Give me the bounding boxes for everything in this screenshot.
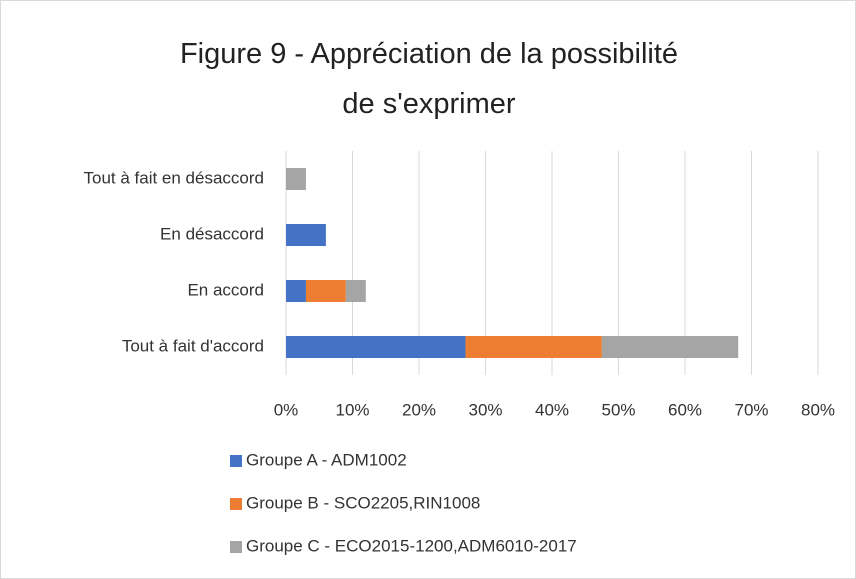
x-tick-label: 30% xyxy=(468,400,502,419)
bar xyxy=(286,336,466,358)
legend-label: Groupe A - ADM1002 xyxy=(246,450,407,469)
bar xyxy=(305,280,346,302)
x-tick-label: 60% xyxy=(668,400,702,419)
bar xyxy=(345,280,366,302)
x-tick-label: 40% xyxy=(535,400,569,419)
y-tick-label: Tout à fait en désaccord xyxy=(83,168,264,187)
y-tick-label: Tout à fait d'accord xyxy=(122,336,264,355)
bar xyxy=(601,336,739,358)
x-tick-label: 70% xyxy=(734,400,768,419)
x-tick-label: 80% xyxy=(801,400,835,419)
bar xyxy=(465,336,602,358)
bar xyxy=(286,168,306,190)
bar xyxy=(286,280,306,302)
legend-swatch xyxy=(230,498,242,510)
x-tick-label: 0% xyxy=(274,400,299,419)
y-tick-label: En désaccord xyxy=(160,224,264,243)
legend-label: Groupe B - SCO2205,RIN1008 xyxy=(246,493,480,512)
chart-title: Figure 9 - Appréciation de la possibilit… xyxy=(179,38,679,120)
bar xyxy=(286,224,326,246)
legend-swatch xyxy=(230,541,242,553)
x-tick-label: 50% xyxy=(601,400,635,419)
x-tick-label: 20% xyxy=(402,400,436,419)
legend-swatch xyxy=(230,455,242,467)
legend-label: Groupe C - ECO2015-1200,ADM6010-2017 xyxy=(246,536,577,555)
x-tick-label: 10% xyxy=(335,400,369,419)
y-tick-label: En accord xyxy=(187,280,264,299)
